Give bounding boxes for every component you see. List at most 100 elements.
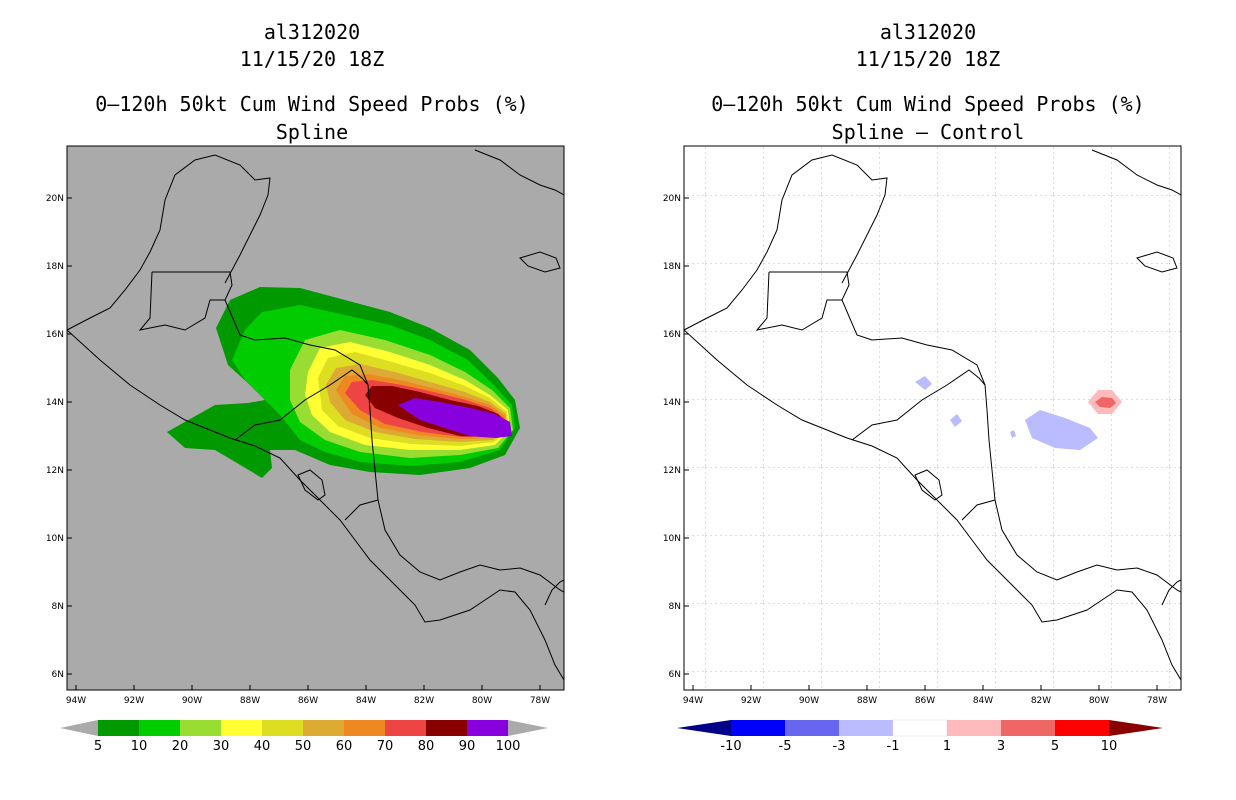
right-lon-label: 80W [1089, 696, 1109, 706]
right-colorbar-high-arrow [1109, 720, 1163, 736]
left-map-frame [66, 145, 565, 691]
right-difference-contours [915, 376, 1122, 450]
left-lon-label: 84W [356, 696, 376, 706]
right-lon-label: 90W [799, 696, 819, 706]
right-colorbar-swatch [1055, 720, 1109, 736]
right-lon-label: 86W [915, 696, 935, 706]
right-lon-label: 88W [857, 696, 877, 706]
right-colorbar-label: -3 [833, 739, 846, 754]
left-colorbar-label: 5 [94, 739, 102, 754]
right-lat-label: 20N [663, 194, 681, 204]
right-lat-label: 10N [663, 534, 681, 544]
left-colorbar-label: 90 [459, 739, 476, 754]
right-title-date: 11/15/20 18Z [855, 47, 1001, 71]
left-colorbar-swatch [426, 720, 467, 736]
right-colorbar-label: 5 [1051, 739, 1059, 754]
left-axis-labels: 20N 18N 16N 14N 12N 10N 8N 6N 94W 92W 90W 88W 86W 84W… [46, 194, 550, 706]
left-colorbar-label: 20 [172, 739, 189, 754]
left-colorbar-label: 70 [377, 739, 394, 754]
right-colorbar-swatch [731, 720, 785, 736]
right-lon-label: 84W [973, 696, 993, 706]
right-title-storm: al312020 [879, 20, 977, 44]
left-title-storm: al312020 [263, 20, 361, 44]
right-lon-label: 94W [683, 696, 703, 706]
left-lon-label: 90W [182, 696, 202, 706]
right-colorbar-swatch [839, 720, 893, 736]
left-colorbar-label: 10 [131, 739, 148, 754]
left-map [66, 145, 565, 691]
contour-90 [398, 398, 512, 438]
right-colorbar-label: 3 [997, 739, 1005, 754]
left-lat-label: 20N [46, 194, 64, 204]
right-lat-label: 14N [663, 398, 681, 408]
left-colorbar-label: 80 [418, 739, 435, 754]
diff-pos-mid [1095, 397, 1116, 408]
left-lat-label: 16N [46, 330, 64, 340]
right-map-frame [683, 145, 1182, 691]
left-colorbar-swatch [139, 720, 180, 736]
diff-neg-blob-1 [1025, 410, 1098, 450]
left-title-method: Spline [275, 120, 349, 144]
left-colorbar-label: 50 [295, 739, 312, 754]
left-lon-label: 78W [530, 696, 550, 706]
left-lon-label: 92W [124, 696, 144, 706]
left-colorbar-swatch [344, 720, 385, 736]
left-colorbar-swatch [303, 720, 344, 736]
left-title-product: 0–120h 50kt Cum Wind Speed Probs (%) [95, 92, 529, 116]
right-lat-label: 12N [663, 466, 681, 476]
left-lon-label: 82W [414, 696, 434, 706]
left-colorbar-swatch [262, 720, 303, 736]
left-lat-label: 14N [46, 398, 64, 408]
right-lon-label: 78W [1147, 696, 1167, 706]
right-map [683, 145, 1182, 691]
left-colorbar-high-arrow [508, 720, 548, 736]
right-colorbar-swatch [1001, 720, 1055, 736]
diff-neg-blob-2 [915, 376, 932, 390]
left-lat-label: 6N [52, 670, 64, 680]
right-colorbar-label: -1 [887, 739, 900, 754]
right-colorbar-label: 10 [1101, 739, 1118, 754]
left-probability-contours [167, 287, 520, 478]
left-colorbar: 5 10 20 30 40 50 60 70 80 90 100 [60, 720, 548, 754]
right-axis-labels: 20N 18N 16N 14N 12N 10N 8N 6N 94W 92W 90W 88W 86W 84W… [663, 194, 1167, 706]
left-colorbar-swatch [385, 720, 426, 736]
left-colorbar-low-arrow [60, 720, 98, 736]
left-title-date: 11/15/20 18Z [239, 47, 385, 71]
right-title-product: 0–120h 50kt Cum Wind Speed Probs (%) [711, 92, 1145, 116]
left-colorbar-label: 60 [336, 739, 353, 754]
left-lat-label: 12N [46, 466, 64, 476]
left-colorbar-label: 30 [213, 739, 230, 754]
right-colorbar-swatch [892, 719, 948, 737]
diff-neg-blob-4 [1010, 430, 1016, 438]
left-lon-label: 88W [240, 696, 260, 706]
left-lon-label: 94W [66, 696, 86, 706]
left-colorbar-swatch [467, 720, 508, 736]
right-colorbar-label: -10 [720, 739, 741, 754]
right-title-method: Spline – Control [831, 120, 1025, 144]
left-lon-label: 80W [472, 696, 492, 706]
left-colorbar-label: 100 [496, 739, 521, 754]
diff-neg-blob-3 [950, 414, 962, 427]
left-lat-label: 10N [46, 534, 64, 544]
left-lat-label: 18N [46, 262, 64, 272]
right-lat-label: 18N [663, 262, 681, 272]
right-colorbar-low-arrow [677, 720, 731, 736]
right-colorbar-swatch [947, 720, 1001, 736]
left-colorbar-swatch [180, 720, 221, 736]
left-colorbar-label: 40 [254, 739, 271, 754]
right-lat-label: 6N [669, 670, 681, 680]
right-colorbar-label: 1 [943, 739, 951, 754]
right-gridlines [684, 146, 1181, 690]
right-colorbar-label: -5 [779, 739, 792, 754]
left-lon-label: 86W [298, 696, 318, 706]
left-colorbar-swatch [221, 720, 262, 736]
right-lat-label: 8N [669, 602, 681, 612]
right-lon-label: 92W [741, 696, 761, 706]
right-colorbar-swatch [785, 720, 839, 736]
right-lon-label: 82W [1031, 696, 1051, 706]
right-lat-label: 16N [663, 330, 681, 340]
right-colorbar: -10 -5 -3 -1 1 3 5 10 [677, 719, 1163, 754]
left-lat-label: 8N [52, 602, 64, 612]
left-colorbar-swatch [98, 720, 139, 736]
